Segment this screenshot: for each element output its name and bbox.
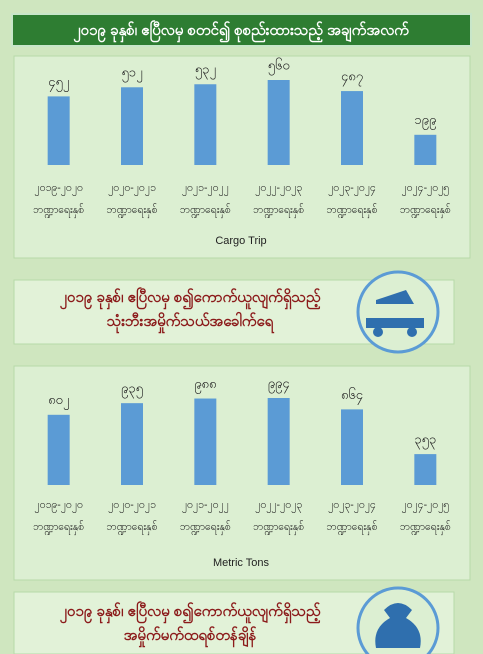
value-label: ၉၃၅ [121, 381, 143, 399]
x-tick-label: ၂၀၁၉-၂၀၂၀ဘဏ္ဍာရေးနှစ် [33, 182, 84, 218]
x-tick-label: ၂၀၂၀-၂၀၂၁ဘဏ္ဍာရေးနှစ် [107, 499, 158, 535]
value-label: ၄၅၂ [48, 74, 69, 92]
truck-icon [366, 290, 424, 328]
value-label: ၁၉၉ [414, 112, 436, 130]
x-tick-label: ၂၀၂၂-၂၀၂၃ဘဏ္ဍာရေးနှစ် [253, 499, 304, 535]
bar [414, 134, 437, 165]
x-tick-label: ၂၀၂၄-၂၀၂၅ဘဏ္ဍာရေးနှစ် [400, 182, 451, 218]
x-tick-label: ၂၀၂၁-၂၀၂၂ဘဏ္ဍာရေးနှစ် [180, 182, 231, 218]
value-label: ၅၃၂ [195, 62, 216, 80]
x-tick-label: ၂၀၂၁-၂၀၂၂ဘဏ္ဍာရေးနှစ် [180, 499, 231, 535]
chart-panel [13, 55, 471, 259]
title-bar [11, 13, 472, 47]
value-label: ၈၆၄ [341, 387, 364, 405]
value-label: ၉၉၄ [268, 375, 291, 393]
bar [121, 87, 143, 165]
wheel-icon [407, 327, 417, 337]
icon-circle [356, 270, 440, 354]
value-label: ၉၈၈ [194, 376, 216, 394]
title: ၂၀၁၉ ခုနှစ်၊ ဧပြီလမှ စတင်၍ စုစည်းထားသည့်… [73, 20, 409, 43]
value-label: ၈၀၂ [48, 392, 69, 410]
x-tick-label: ၂၀၂၃-၂၀၂၄ဘဏ္ဍာရေးနှစ် [327, 499, 378, 535]
bar [267, 80, 290, 165]
value-label: ၄၈၇ [341, 69, 363, 87]
bar [414, 454, 437, 485]
banner-text: အမှိုက်မက်ထရစ်တန်ချိန် [124, 625, 257, 648]
x-axis-label: Cargo Trip [215, 235, 266, 247]
chart-panel [13, 365, 471, 581]
bar [194, 84, 217, 165]
banner-text: သုံးဘီးအမှိုက်သယ်အခေါက်ရေ [107, 311, 275, 334]
x-tick-label: ၂၀၂၃-၂၀၂၄ဘဏ္ဍာရေးနှစ် [327, 182, 378, 218]
bar [341, 409, 363, 485]
bar [267, 398, 290, 485]
x-tick-label: ၂၀၂၂-၂၀၂၃ဘဏ္ဍာရေးနှစ် [253, 182, 304, 218]
x-tick-label: ၂၀၁၉-၂၀၂၀ဘဏ္ဍာရေးနှစ် [33, 499, 84, 535]
wheel-icon [373, 327, 383, 337]
bar [121, 403, 143, 485]
value-label: ၃၅၃ [414, 432, 436, 450]
x-tick-label: ၂၀၂၀-၂၀၂၁ဘဏ္ဍာရေးနှစ် [107, 182, 158, 218]
bar [47, 96, 70, 165]
bag-icon [375, 603, 421, 648]
banner-text: ၂၀၁၉ ခုနှစ်၊ ဧပြီလမှ စ၍ကောက်ယူလျက်ရှိသည့… [60, 601, 321, 624]
value-label: ၅၁၂ [121, 65, 142, 83]
x-axis-label: Metric Tons [213, 557, 270, 569]
bar [341, 91, 363, 165]
banner-text: ၂၀၁၉ ခုနှစ်၊ ဧပြီလမှ စ၍ကောက်ယူလျက်ရှိသည့… [60, 287, 321, 310]
bar [47, 414, 70, 485]
value-label: ၅၆၀ [268, 57, 290, 75]
x-tick-label: ၂၀၂၄-၂၀၂၅ဘဏ္ဍာရေးနှစ် [400, 499, 451, 535]
bar [194, 398, 217, 485]
